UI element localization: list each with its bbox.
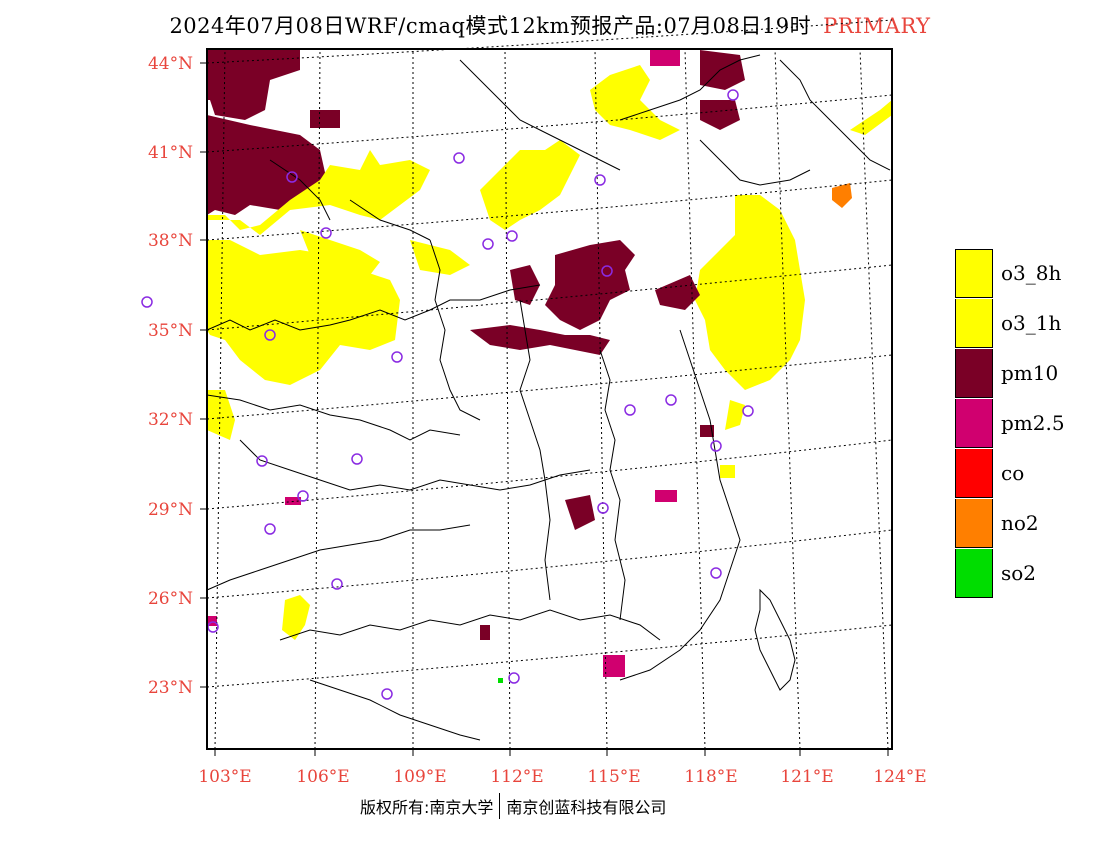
station-markers	[141, 89, 754, 700]
legend-label: o3_1h	[1001, 311, 1062, 335]
legend-label: pm10	[1001, 361, 1059, 385]
lat-label: 38°N	[148, 231, 193, 251]
lon-label: 112°E	[490, 767, 543, 787]
lat-label: 23°N	[148, 678, 193, 698]
latitude-labels: 44°N 41°N 38°N 35°N 32°N 29°N 26°N 23°N	[148, 54, 193, 698]
lon-label: 106°E	[296, 767, 349, 787]
legend-label: co	[1001, 461, 1025, 485]
lon-label: 115°E	[587, 767, 640, 787]
lat-label: 26°N	[148, 589, 193, 609]
copyright-footer: 版权所有:南京大学 南京创蓝科技有限公司	[360, 792, 666, 820]
title-primary-tag: PRIMARY	[823, 14, 931, 38]
boundaries	[206, 54, 891, 741]
legend-swatch	[955, 448, 993, 498]
pollutant-legend: o3_8h o3_1h pm10 pm2.5 co no2 so2	[955, 248, 1095, 598]
lon-label: 124°E	[873, 767, 926, 787]
legend-swatch	[955, 548, 993, 598]
legend-item-pm10: pm10	[955, 348, 1095, 398]
lon-label: 103°E	[198, 767, 251, 787]
lon-label: 109°E	[393, 767, 446, 787]
legend-item-co: co	[955, 448, 1095, 498]
legend-label: no2	[1001, 511, 1039, 535]
footer-divider	[499, 793, 501, 819]
lon-label: 121°E	[780, 767, 833, 787]
legend-swatch	[955, 298, 993, 348]
legend-item-pm25: pm2.5	[955, 398, 1095, 448]
lat-label: 29°N	[148, 500, 193, 520]
legend-label: pm2.5	[1001, 411, 1065, 435]
legend-swatch	[955, 348, 993, 398]
lon-label: 118°E	[684, 767, 737, 787]
legend-swatch	[955, 498, 993, 548]
legend-item-so2: so2	[955, 548, 1095, 598]
legend-item-no2: no2	[955, 498, 1095, 548]
longitude-labels: 103°E 106°E 109°E 112°E 115°E 118°E 121°…	[198, 767, 926, 787]
legend-label: so2	[1001, 561, 1037, 585]
axis-ticks	[200, 62, 889, 756]
lat-label: 41°N	[148, 143, 193, 163]
footer-right: 南京创蓝科技有限公司	[506, 798, 667, 817]
legend-label: o3_8h	[1001, 261, 1062, 285]
footer-left: 版权所有:南京大学	[360, 798, 494, 817]
legend-item-o3-1h: o3_1h	[955, 298, 1095, 348]
legend-swatch	[955, 248, 993, 298]
legend-item-o3-8h: o3_8h	[955, 248, 1095, 298]
map-title: 2024年07月08日WRF/cmaq模式12km预报产品:07月08日19时 P…	[0, 10, 1100, 40]
lat-label: 35°N	[148, 321, 193, 341]
map-frame	[206, 48, 893, 750]
lat-label: 44°N	[148, 54, 193, 74]
lat-label: 32°N	[148, 410, 193, 430]
legend-swatch	[955, 398, 993, 448]
title-main: 2024年07月08日WRF/cmaq模式12km预报产品:07月08日19时	[169, 14, 812, 38]
graticule	[206, 19, 893, 750]
